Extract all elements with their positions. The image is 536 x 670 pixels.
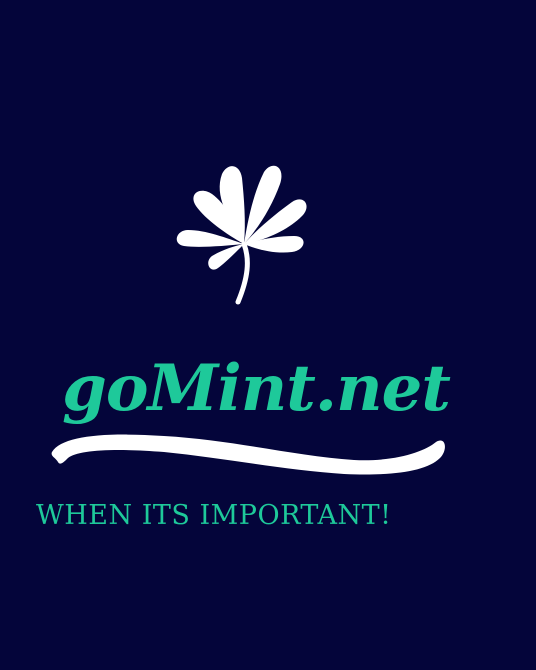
swoosh-underline [51, 434, 445, 475]
brand-name: goMint.net [62, 351, 451, 426]
clover-icon [176, 165, 307, 305]
tagline: WHEN ITS IMPORTANT! [36, 500, 392, 531]
